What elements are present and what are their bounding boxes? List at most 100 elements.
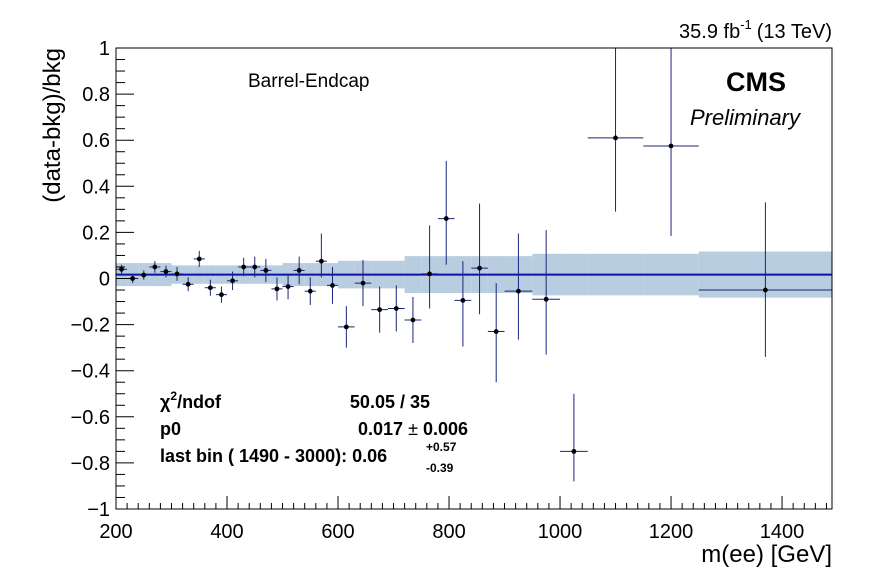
- experiment-label: CMS: [726, 67, 786, 97]
- point-marker: [543, 296, 549, 302]
- y-tick-label: −1: [87, 499, 110, 521]
- y-axis-label: (data-bkg)/bkg: [39, 48, 66, 203]
- data-point: [160, 265, 172, 278]
- data-point: [471, 203, 488, 315]
- y-tick-label: 0: [99, 269, 110, 291]
- x-tick-label: 1000: [538, 521, 583, 543]
- y-tick-label: 1: [99, 38, 110, 60]
- point-marker: [360, 280, 366, 286]
- data-point: [354, 260, 372, 307]
- data-point: [238, 257, 250, 277]
- data-point: [116, 264, 128, 274]
- data-point: [421, 225, 438, 309]
- data-point: [149, 261, 161, 273]
- point-marker: [174, 271, 180, 277]
- last-bin-label: last bin ( 1490 - 3000): 0.06: [160, 446, 387, 466]
- luminosity-unit-exponent: -1: [740, 17, 752, 32]
- chi2-symbol: χ: [160, 392, 171, 412]
- p0-label: p0: [160, 419, 181, 439]
- data-point: [271, 277, 283, 301]
- data-point: [487, 283, 505, 383]
- last-bin-down: -0.39: [426, 461, 454, 475]
- point-marker: [263, 268, 269, 273]
- chi2-label: χ2/ndof: [160, 389, 222, 412]
- data-point: [454, 261, 472, 347]
- data-point: [293, 256, 305, 285]
- data-point: [282, 273, 294, 300]
- point-marker: [296, 268, 302, 273]
- point-marker: [613, 135, 618, 141]
- point-marker: [516, 288, 521, 294]
- chi2-ndof: /ndof: [177, 392, 222, 412]
- data-point: [504, 233, 533, 340]
- x-tick-label: 600: [321, 521, 354, 543]
- data-points: [116, 48, 832, 482]
- point-marker: [196, 256, 202, 262]
- point-marker: [230, 278, 235, 284]
- last-bin-up: +0.57: [426, 440, 457, 454]
- point-marker: [668, 143, 674, 149]
- point-marker: [443, 216, 449, 221]
- x-tick-label: 200: [99, 521, 132, 543]
- data-point: [138, 270, 150, 280]
- data-point: [215, 286, 228, 303]
- y-tick-label: −0.8: [71, 453, 110, 475]
- x-tick-label: 1200: [649, 521, 694, 543]
- data-point: [387, 285, 405, 332]
- x-tick-label: 1400: [760, 521, 805, 543]
- p0-plusminus: ±: [408, 419, 418, 439]
- p0-central: 0.017: [358, 419, 403, 439]
- point-marker: [377, 307, 383, 313]
- point-marker: [571, 448, 577, 454]
- data-point: [304, 277, 316, 306]
- point-marker: [477, 265, 482, 271]
- point-marker: [343, 324, 349, 330]
- data-point: [171, 266, 183, 281]
- x-axis-label: m(ee) [GeV]: [701, 541, 832, 568]
- point-marker: [241, 264, 247, 270]
- point-marker: [393, 306, 399, 311]
- y-axis: −1 −0.8 −0.6 −0.4 −0.2 0 0.2 0.4 0.6 0.8 1: [71, 38, 134, 521]
- y-tick-label: 0.8: [82, 84, 110, 106]
- data-point: [182, 277, 194, 292]
- point-marker: [163, 269, 169, 274]
- data-point: [371, 286, 388, 333]
- data-point: [437, 160, 455, 265]
- y-tick-label: 0.4: [82, 176, 110, 198]
- data-point: [260, 258, 272, 282]
- chi2-exponent: 2: [170, 389, 177, 403]
- x-axis: 200 400 600 800 1000 1200 1400: [99, 496, 827, 543]
- y-tick-label: −0.4: [71, 361, 110, 383]
- point-marker: [330, 283, 335, 288]
- x-tick-label: 400: [210, 521, 243, 543]
- data-point: [249, 256, 261, 278]
- chi2-value: 50.05 / 35: [350, 392, 430, 412]
- point-marker: [410, 317, 416, 323]
- data-point: [643, 48, 699, 236]
- data-point: [315, 233, 327, 278]
- data-point: [326, 266, 339, 304]
- data-point: [560, 393, 588, 482]
- category-label: Barrel-Endcap: [248, 71, 369, 92]
- data-point: [404, 296, 422, 344]
- x-tick-label: 800: [432, 521, 465, 543]
- point-marker: [141, 272, 147, 278]
- point-marker: [207, 285, 213, 291]
- status-label: Preliminary: [690, 105, 802, 130]
- data-point: [532, 230, 561, 355]
- point-marker: [427, 271, 432, 277]
- luminosity-energy: (13 TeV): [757, 21, 832, 43]
- data-point: [193, 250, 205, 267]
- y-tick-label: −0.2: [71, 315, 110, 337]
- data-point: [227, 271, 239, 291]
- luminosity-value: 35.9 fb: [679, 21, 740, 43]
- point-marker: [219, 292, 224, 298]
- point-marker: [285, 284, 291, 289]
- point-marker: [762, 287, 768, 293]
- y-tick-label: 0.6: [82, 130, 110, 152]
- data-point: [698, 202, 832, 357]
- point-marker: [152, 264, 158, 270]
- point-marker: [119, 266, 124, 272]
- data-point: [587, 48, 644, 212]
